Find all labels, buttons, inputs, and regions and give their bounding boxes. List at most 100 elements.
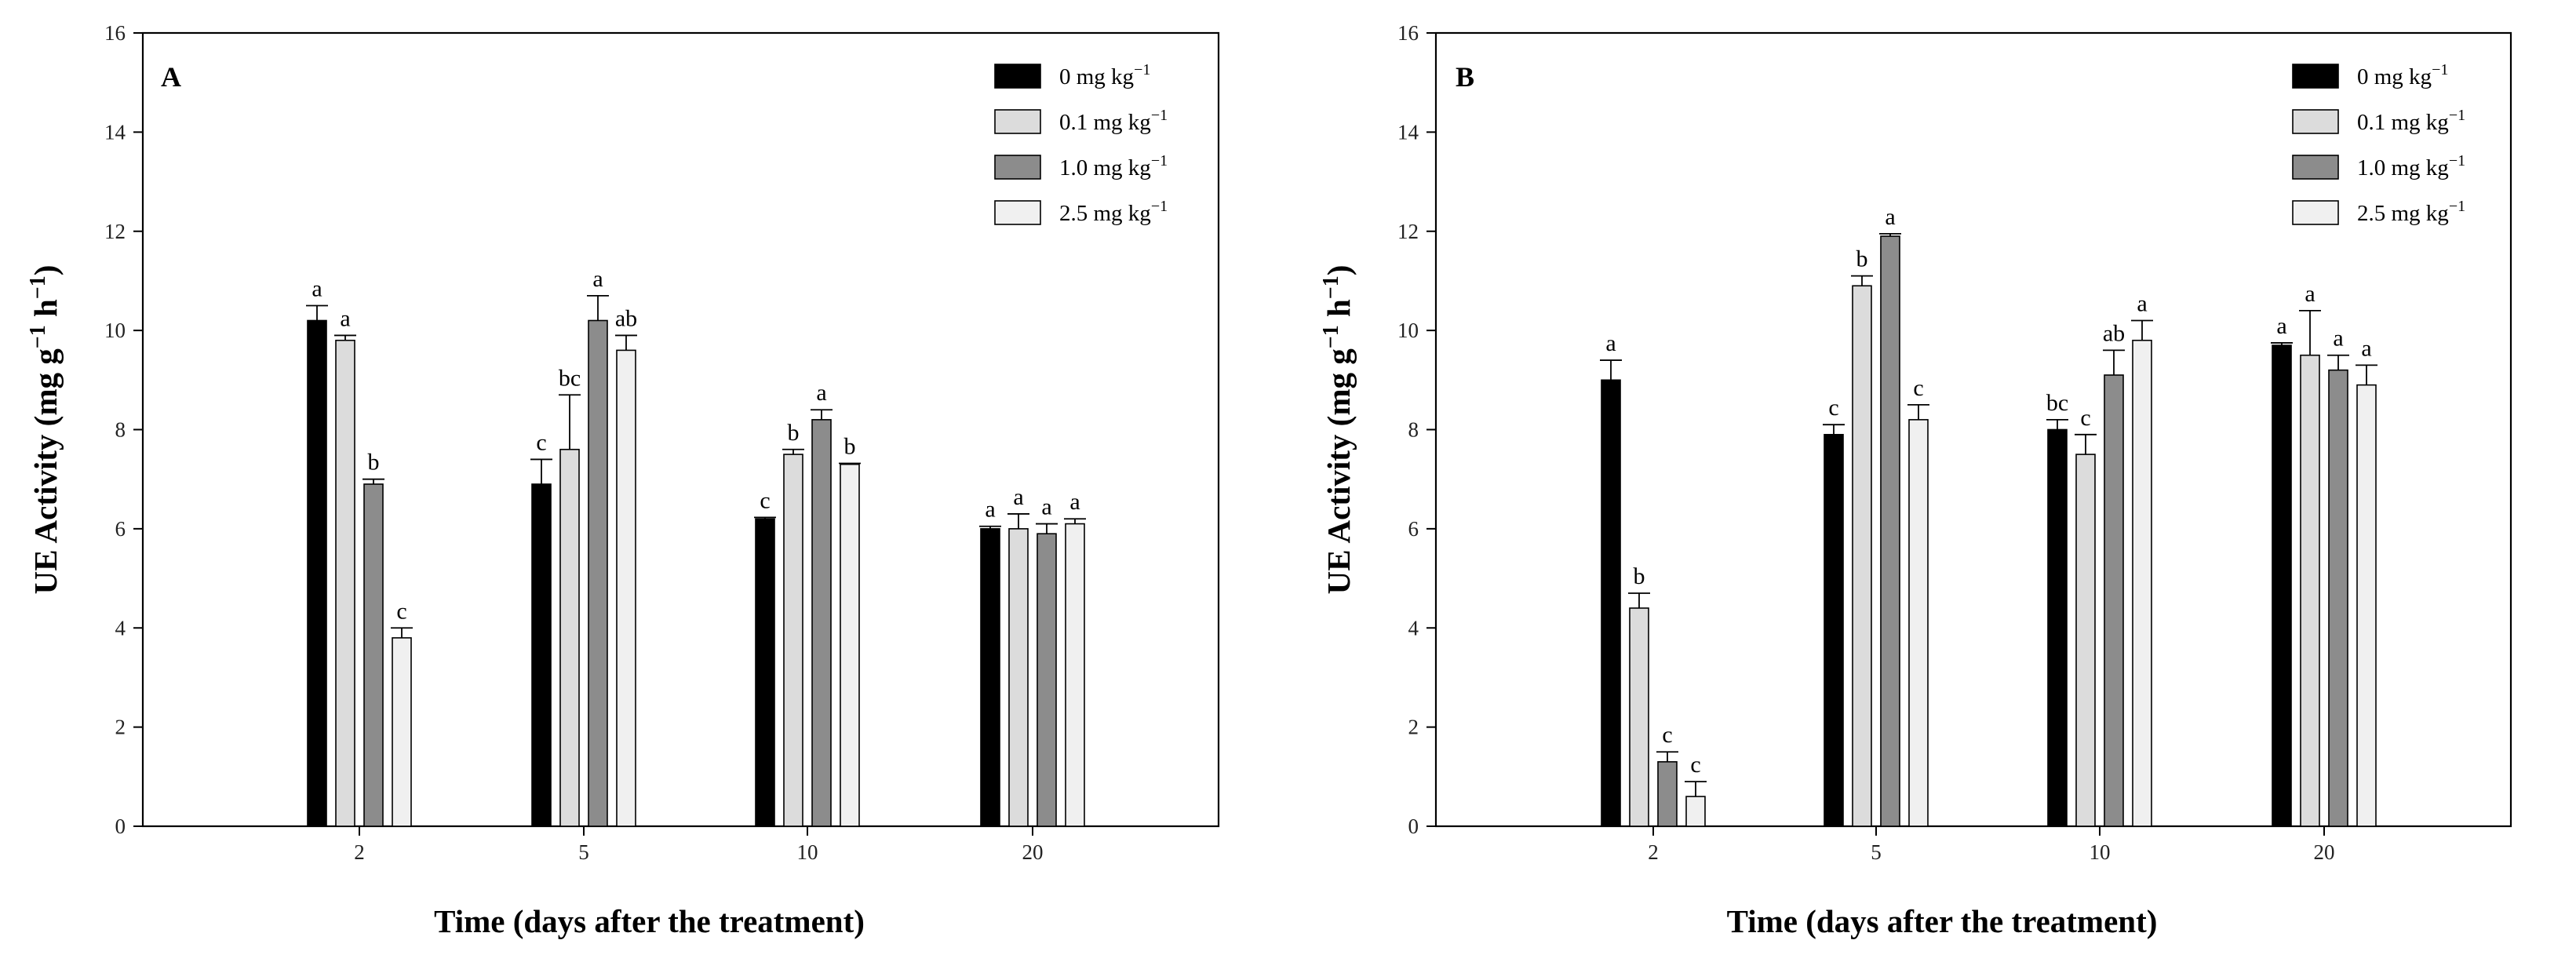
- significance-letter: a: [2276, 313, 2286, 339]
- legend-swatch: [2292, 64, 2339, 89]
- legend-label: 0 mg kg−1: [2357, 61, 2448, 89]
- significance-letter: b: [788, 420, 800, 446]
- bar: [531, 483, 552, 827]
- bar: [363, 483, 384, 827]
- y-tick-label: 12: [104, 220, 126, 243]
- bar: [2300, 354, 2320, 827]
- significance-letter: b: [368, 450, 380, 476]
- legend-swatch: [2292, 200, 2339, 225]
- significance-letter: a: [312, 276, 322, 302]
- y-tick-label: 0: [1408, 814, 1419, 838]
- bar: [335, 339, 355, 827]
- bar: [307, 319, 327, 827]
- significance-letter: a: [1041, 494, 1051, 520]
- significance-letter: c: [1690, 752, 1700, 778]
- y-tick-label: 6: [115, 517, 126, 541]
- legend-label: 2.5 mg kg−1: [1059, 198, 1168, 226]
- bar: [2047, 428, 2068, 827]
- y-axis-label: UE Activity (mg g−1 h−1): [1319, 265, 1357, 595]
- x-tick-label: 2: [1648, 840, 1659, 864]
- y-tick-label: 6: [1408, 517, 1419, 541]
- bar: [1601, 379, 1621, 827]
- bar: [2104, 374, 2124, 827]
- bar: [1657, 761, 1678, 827]
- significance-letter: b: [844, 433, 856, 459]
- significance-letter: a: [340, 305, 350, 331]
- x-axis-label: Time (days after the treatment): [1727, 903, 2158, 939]
- significance-letter: ab: [615, 305, 637, 331]
- x-tick-label: 10: [2090, 840, 2111, 864]
- legend-label: 0 mg kg−1: [1059, 61, 1150, 89]
- x-tick-label: 20: [1022, 840, 1044, 864]
- significance-letter: a: [2333, 326, 2343, 352]
- significance-letter: c: [760, 487, 770, 513]
- y-tick-label: 12: [1397, 220, 1419, 243]
- panel-letter: B: [1456, 61, 1474, 93]
- legend-swatch: [994, 155, 1041, 180]
- bar: [1008, 528, 1029, 827]
- bar: [755, 518, 775, 827]
- significance-letter: a: [1605, 330, 1616, 356]
- x-tick-label: 20: [2314, 840, 2335, 864]
- significance-letter: a: [592, 266, 603, 292]
- legend-label: 0.1 mg kg−1: [2357, 107, 2465, 135]
- significance-letter: c: [536, 429, 546, 455]
- significance-letter: bc: [2046, 390, 2068, 416]
- significance-letter: c: [2080, 405, 2090, 431]
- bar: [1880, 235, 1900, 827]
- bar: [1908, 419, 1929, 827]
- significance-letter: ab: [2103, 320, 2125, 346]
- legend-label: 1.0 mg kg−1: [2357, 152, 2465, 180]
- y-tick-label: 10: [1397, 319, 1419, 342]
- bar: [616, 349, 636, 827]
- bar: [2328, 369, 2348, 827]
- y-tick-label: 4: [1408, 616, 1419, 640]
- legend-swatch: [994, 200, 1041, 225]
- x-tick-label: 5: [578, 840, 589, 864]
- bar: [840, 463, 860, 827]
- significance-letter: b: [1634, 563, 1645, 589]
- bar: [1037, 533, 1057, 827]
- bar: [2272, 344, 2292, 827]
- significance-letter: a: [2137, 290, 2147, 316]
- bar: [2075, 454, 2096, 827]
- significance-letter: a: [985, 497, 995, 523]
- y-tick-label: 14: [104, 120, 126, 144]
- y-tick-label: 2: [1408, 716, 1419, 739]
- y-tick-label: 16: [1397, 21, 1419, 45]
- bar: [980, 528, 1000, 827]
- bar: [1065, 523, 1085, 827]
- bar: [1852, 285, 1872, 827]
- significance-letter: a: [1013, 484, 1023, 510]
- legend-swatch: [994, 64, 1041, 89]
- significance-letter: c: [1828, 395, 1838, 421]
- x-tick-label: 5: [1871, 840, 1882, 864]
- legend-swatch: [2292, 155, 2339, 180]
- bar: [392, 637, 412, 827]
- y-tick-label: 10: [104, 319, 126, 342]
- significance-letter: a: [1885, 204, 1895, 230]
- bar: [1824, 434, 1844, 827]
- significance-letter: a: [2305, 281, 2315, 307]
- y-tick-label: 14: [1397, 120, 1419, 144]
- significance-letter: a: [1069, 489, 1080, 515]
- significance-letter: a: [2361, 335, 2371, 361]
- bar: [2356, 384, 2377, 827]
- y-tick-label: 8: [1408, 418, 1419, 442]
- significance-letter: b: [1856, 246, 1868, 272]
- bar: [588, 319, 608, 827]
- bar: [811, 419, 832, 827]
- y-tick-label: 8: [115, 418, 126, 442]
- significance-letter: c: [396, 598, 406, 624]
- plot-frame: [141, 31, 1220, 828]
- legend-label: 1.0 mg kg−1: [1059, 152, 1168, 180]
- bar: [1685, 796, 1706, 827]
- y-tick-label: 4: [115, 616, 126, 640]
- y-tick-label: 16: [104, 21, 126, 45]
- y-tick-label: 0: [115, 814, 126, 838]
- bar: [559, 448, 580, 827]
- significance-letter: a: [816, 380, 826, 406]
- significance-letter: c: [1913, 375, 1923, 401]
